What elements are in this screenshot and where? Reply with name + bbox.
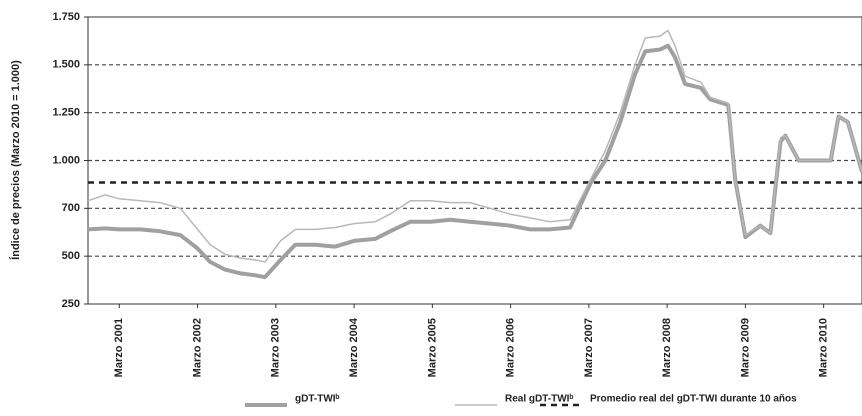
- y-tick-label: 1.250: [52, 107, 80, 119]
- x-tick-label: Marzo 2005: [426, 318, 438, 377]
- x-tick-label: Marzo 2009: [739, 318, 751, 377]
- x-tick-label: Marzo 2010: [818, 318, 830, 377]
- plot-border: [87, 16, 862, 305]
- y-axis-label: Índice de precios (Marzo 2010 = 1.000): [9, 60, 22, 260]
- y-tick-label: 500: [62, 250, 80, 262]
- x-tick-label: Marzo 2004: [348, 317, 360, 377]
- x-tick-label: Marzo 2008: [661, 318, 673, 377]
- x-tick-label: Marzo 2007: [583, 318, 595, 377]
- x-tick-label: Marzo 2001: [113, 318, 125, 377]
- x-tick-label: Marzo 2003: [270, 318, 282, 377]
- series-line: [87, 29, 862, 263]
- y-tick-label: 250: [62, 298, 80, 310]
- legend-label: Real gDT-TWIᵇ: [505, 394, 573, 405]
- x-tick-label: Marzo 2002: [191, 318, 203, 377]
- y-tick-label: 700: [62, 202, 80, 214]
- y-tick-label: 1.500: [52, 59, 80, 71]
- y-tick-label: 1.750: [52, 11, 80, 23]
- legend-label: Promedio real del gDT-TWI durante 10 año…: [590, 394, 797, 405]
- x-tick-label: Marzo 2006: [505, 318, 517, 377]
- legend-label: gDT-TWIᵇ: [295, 394, 340, 405]
- y-tick-label: 1.000: [52, 154, 80, 166]
- series-line: [87, 43, 862, 280]
